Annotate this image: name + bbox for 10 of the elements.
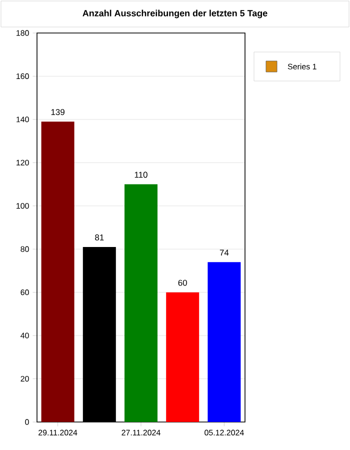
bar [166,292,200,422]
bar [208,262,241,422]
data-label: 139 [51,109,64,116]
data-label: 110 [134,172,148,178]
data-label: 81 [95,234,104,240]
bar [41,122,74,422]
data-label: 60 [178,280,187,286]
chart-title: Anzahl Ausschreibungen der letzten 5 Tage [82,10,268,18]
bar [124,184,158,422]
data-label: 74 [220,250,229,256]
